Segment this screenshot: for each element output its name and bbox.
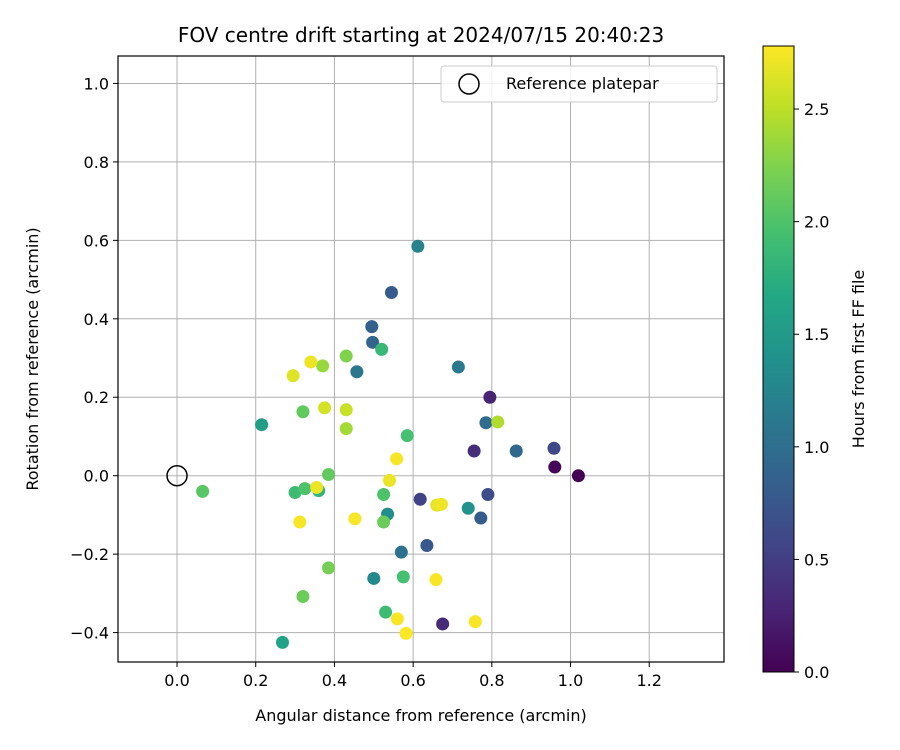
y-tick-label: 1.0 (84, 74, 109, 93)
data-point (350, 365, 364, 379)
data-point (367, 571, 381, 585)
plot-frame (117, 55, 725, 663)
data-point (491, 415, 505, 429)
x-tick-label: 1.0 (558, 671, 583, 690)
data-point (318, 401, 332, 415)
x-axis-ticks: 0.0 0.2 0.4 0.6 0.8 1.0 1.2 (164, 662, 662, 690)
data-point (288, 486, 302, 500)
colorbar-tick-label: 1.0 (804, 438, 829, 457)
reference-marker-group (166, 464, 188, 487)
y-tick-label: 0.4 (84, 310, 109, 329)
data-point (316, 359, 330, 373)
colorbar-tick-label: 0.5 (804, 550, 829, 569)
data-point (481, 488, 495, 502)
y-tick-label: −0.4 (70, 624, 109, 643)
data-point (509, 444, 523, 458)
y-tick-label: −0.2 (70, 545, 109, 564)
data-point (366, 335, 380, 349)
data-point (483, 390, 497, 404)
data-point (379, 605, 393, 619)
y-tick-label: 0.2 (84, 388, 109, 407)
data-point (479, 416, 493, 430)
data-point (339, 422, 353, 436)
data-point (196, 484, 210, 498)
data-point (339, 403, 353, 417)
data-point (339, 349, 353, 363)
colorbar-ticks: 0.0 0.5 1.0 1.5 2.0 2.5 (794, 100, 829, 682)
data-point (390, 452, 404, 466)
colorbar (762, 45, 795, 673)
x-tick-label: 0.2 (243, 671, 268, 690)
data-point (296, 589, 310, 603)
data-point (275, 635, 289, 649)
data-point (420, 539, 434, 553)
data-point (413, 492, 427, 506)
y-tick-label: 0.8 (84, 153, 109, 172)
data-point (377, 488, 391, 502)
colorbar-tick-label: 0.0 (804, 663, 829, 682)
data-point (322, 561, 336, 575)
data-point (365, 320, 379, 334)
data-point (396, 570, 410, 584)
chart-title: FOV centre drift starting at 2024/07/15 … (178, 23, 664, 47)
y-tick-label: 0.0 (84, 467, 109, 486)
data-point (548, 460, 562, 474)
data-point (255, 418, 269, 432)
data-point (348, 512, 362, 526)
scatter-points (196, 239, 585, 649)
colorbar-tick-label: 2.0 (804, 213, 829, 232)
grid (118, 56, 724, 662)
data-point (400, 429, 414, 443)
data-point (468, 615, 482, 629)
y-axis-label: Rotation from reference (arcmin) (23, 227, 42, 490)
data-point (451, 360, 465, 374)
data-point (383, 473, 397, 487)
y-tick-label: 0.6 (84, 231, 109, 250)
data-point (296, 405, 310, 419)
x-tick-label: 0.8 (479, 671, 504, 690)
legend: Reference platepar (440, 65, 718, 103)
x-tick-label: 0.4 (322, 671, 347, 690)
data-point (310, 480, 324, 494)
data-point (375, 342, 389, 356)
data-point (474, 511, 488, 525)
data-point (390, 612, 404, 626)
data-point (298, 482, 312, 496)
data-point (384, 286, 398, 300)
colorbar-tick-label: 1.5 (804, 325, 829, 344)
data-point (377, 515, 391, 529)
colorbar-tick-label: 2.5 (804, 100, 829, 119)
data-point (394, 545, 408, 559)
data-point (467, 444, 481, 458)
data-point (293, 515, 307, 529)
x-tick-label: 0.0 (164, 671, 189, 690)
legend-reference-marker (458, 73, 480, 95)
data-point (322, 468, 336, 482)
data-point (429, 573, 443, 587)
data-point (411, 239, 425, 253)
data-point (434, 497, 448, 511)
data-point (571, 469, 585, 483)
data-point (304, 355, 318, 369)
x-axis-label: Angular distance from reference (arcmin) (255, 706, 586, 725)
data-point (461, 501, 475, 515)
y-axis-ticks: −0.4 −0.2 0.0 0.2 0.4 0.6 0.8 1.0 (70, 74, 118, 643)
data-point (286, 369, 300, 383)
data-point (436, 617, 450, 631)
x-tick-label: 1.2 (637, 671, 662, 690)
data-point (399, 626, 413, 640)
x-tick-label: 0.6 (400, 671, 425, 690)
reference-platepar-marker (166, 464, 188, 487)
colorbar-label: Hours from first FF file (849, 270, 868, 449)
legend-label: Reference platepar (506, 74, 659, 93)
data-point (547, 441, 561, 455)
legend-box (440, 65, 718, 103)
